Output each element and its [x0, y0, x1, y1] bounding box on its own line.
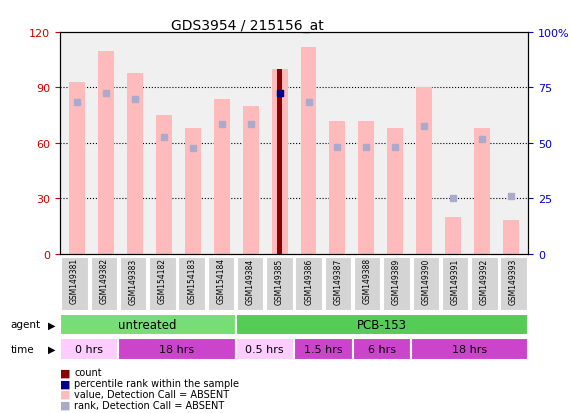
Text: GSM154183: GSM154183 — [187, 258, 196, 304]
Text: 0.5 hrs: 0.5 hrs — [246, 344, 284, 354]
FancyBboxPatch shape — [411, 339, 528, 360]
Bar — [359, 121, 374, 254]
FancyBboxPatch shape — [383, 258, 410, 310]
Text: ■: ■ — [61, 368, 71, 377]
Text: GSM149392: GSM149392 — [480, 258, 489, 304]
Bar — [387, 129, 403, 254]
Text: ▶: ▶ — [49, 344, 56, 354]
Bar — [98, 52, 114, 254]
Text: ▶: ▶ — [49, 320, 56, 330]
Bar — [243, 107, 259, 254]
FancyBboxPatch shape — [119, 339, 235, 360]
Bar — [503, 221, 519, 254]
Text: GSM149393: GSM149393 — [509, 258, 518, 304]
Text: 6 hrs: 6 hrs — [368, 344, 396, 354]
Text: GSM149384: GSM149384 — [246, 258, 255, 304]
Text: ■: ■ — [61, 378, 71, 388]
FancyBboxPatch shape — [60, 314, 235, 335]
Text: GSM149382: GSM149382 — [99, 258, 108, 304]
Text: time: time — [10, 344, 34, 354]
Text: 18 hrs: 18 hrs — [159, 344, 195, 354]
FancyBboxPatch shape — [149, 258, 176, 310]
Bar — [214, 100, 230, 254]
FancyBboxPatch shape — [295, 258, 322, 310]
Text: count: count — [74, 368, 102, 377]
Bar — [300, 48, 316, 254]
Text: GDS3954 / 215156_at: GDS3954 / 215156_at — [171, 19, 324, 33]
FancyBboxPatch shape — [235, 339, 294, 360]
Text: 1.5 hrs: 1.5 hrs — [304, 344, 343, 354]
Text: untreated: untreated — [119, 318, 177, 331]
Text: value, Detection Call = ABSENT: value, Detection Call = ABSENT — [74, 389, 230, 399]
FancyBboxPatch shape — [60, 339, 119, 360]
Text: PCB-153: PCB-153 — [357, 318, 407, 331]
FancyBboxPatch shape — [61, 258, 88, 310]
Text: GSM149385: GSM149385 — [275, 258, 284, 304]
Text: GSM149381: GSM149381 — [70, 258, 79, 304]
Text: rank, Detection Call = ABSENT: rank, Detection Call = ABSENT — [74, 400, 224, 410]
FancyBboxPatch shape — [442, 258, 468, 310]
Bar — [69, 83, 85, 254]
FancyBboxPatch shape — [91, 258, 117, 310]
Bar — [185, 129, 201, 254]
Text: GSM149388: GSM149388 — [363, 258, 372, 304]
Text: ■: ■ — [61, 389, 71, 399]
Bar — [156, 116, 172, 254]
FancyBboxPatch shape — [294, 339, 352, 360]
Text: 0 hrs: 0 hrs — [75, 344, 103, 354]
FancyBboxPatch shape — [120, 258, 146, 310]
Bar — [416, 88, 432, 254]
Bar — [127, 74, 143, 254]
Text: agent: agent — [10, 320, 41, 330]
FancyBboxPatch shape — [235, 314, 528, 335]
Bar — [474, 129, 490, 254]
FancyBboxPatch shape — [178, 258, 205, 310]
Text: percentile rank within the sample: percentile rank within the sample — [74, 378, 239, 388]
Bar — [272, 70, 288, 254]
Text: GSM154182: GSM154182 — [158, 258, 167, 304]
FancyBboxPatch shape — [500, 258, 527, 310]
Text: GSM149389: GSM149389 — [392, 258, 401, 304]
FancyBboxPatch shape — [354, 258, 380, 310]
FancyBboxPatch shape — [208, 258, 234, 310]
Text: ■: ■ — [61, 400, 71, 410]
Bar — [329, 121, 345, 254]
FancyBboxPatch shape — [471, 258, 497, 310]
FancyBboxPatch shape — [237, 258, 263, 310]
Bar — [445, 217, 461, 254]
Bar — [277, 70, 283, 254]
Text: GSM149387: GSM149387 — [333, 258, 343, 304]
Text: 18 hrs: 18 hrs — [452, 344, 487, 354]
Text: GSM154184: GSM154184 — [216, 258, 226, 304]
FancyBboxPatch shape — [412, 258, 439, 310]
FancyBboxPatch shape — [325, 258, 351, 310]
FancyBboxPatch shape — [266, 258, 293, 310]
Text: GSM149391: GSM149391 — [451, 258, 460, 304]
FancyBboxPatch shape — [352, 339, 411, 360]
Text: GSM149386: GSM149386 — [304, 258, 313, 304]
Text: GSM149390: GSM149390 — [421, 258, 431, 304]
Text: GSM149383: GSM149383 — [128, 258, 138, 304]
